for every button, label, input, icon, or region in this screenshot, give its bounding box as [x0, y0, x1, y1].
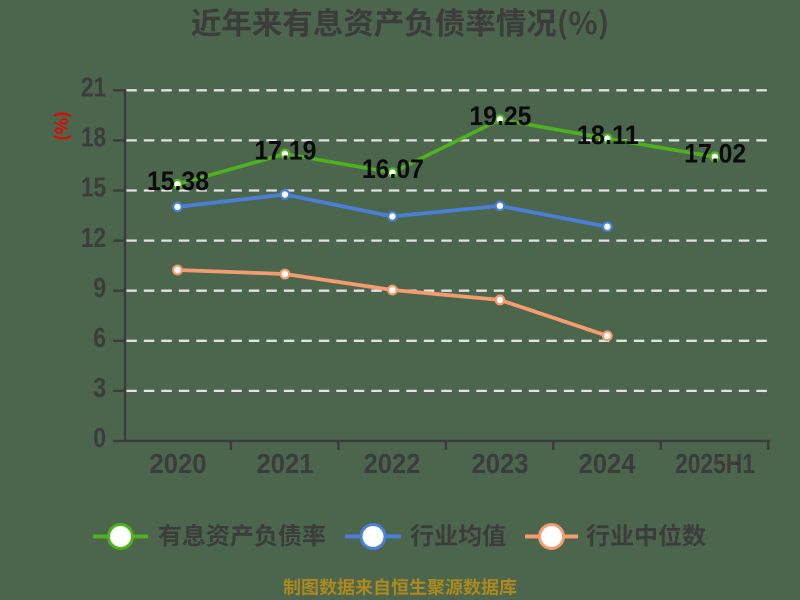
svg-text:2024: 2024	[579, 448, 636, 479]
svg-text:2022: 2022	[364, 448, 421, 479]
svg-text:2023: 2023	[472, 448, 529, 479]
svg-text:21: 21	[81, 72, 106, 103]
svg-text:17.19: 17.19	[254, 136, 316, 166]
svg-text:2025H1: 2025H1	[675, 448, 755, 479]
svg-text:9: 9	[93, 272, 106, 303]
svg-text:17.02: 17.02	[684, 138, 746, 168]
svg-text:12: 12	[81, 222, 106, 253]
svg-text:18: 18	[81, 122, 106, 153]
svg-text:15: 15	[81, 172, 106, 203]
svg-text:16.07: 16.07	[362, 154, 424, 184]
svg-text:18.11: 18.11	[577, 120, 639, 150]
svg-text:6: 6	[93, 322, 106, 353]
svg-text:19.25: 19.25	[469, 101, 531, 131]
svg-text:0: 0	[93, 422, 106, 453]
svg-text:2020: 2020	[150, 448, 207, 479]
svg-text:2021: 2021	[257, 448, 314, 479]
svg-text:15.38: 15.38	[147, 166, 209, 196]
svg-text:3: 3	[93, 372, 106, 403]
